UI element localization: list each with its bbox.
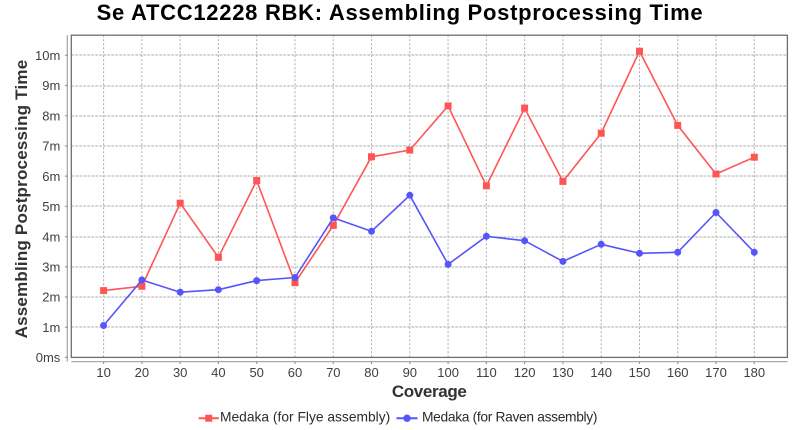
svg-text:70: 70 xyxy=(326,365,340,380)
svg-text:90: 90 xyxy=(403,365,417,380)
svg-text:Medaka (for Flye assembly): Medaka (for Flye assembly) xyxy=(220,410,390,425)
svg-text:0ms: 0ms xyxy=(36,350,61,365)
svg-text:30: 30 xyxy=(173,365,187,380)
svg-text:50: 50 xyxy=(249,365,263,380)
svg-text:100: 100 xyxy=(437,365,459,380)
svg-text:180: 180 xyxy=(743,365,765,380)
svg-text:110: 110 xyxy=(476,365,497,380)
svg-text:10m: 10m xyxy=(35,48,60,63)
svg-text:160: 160 xyxy=(667,365,689,380)
svg-text:130: 130 xyxy=(552,365,574,380)
svg-text:2m: 2m xyxy=(42,290,60,305)
svg-text:120: 120 xyxy=(514,365,536,380)
svg-text:10: 10 xyxy=(96,365,110,380)
svg-text:7m: 7m xyxy=(42,139,60,154)
svg-text:Se ATCC12228 RBK: Assembling P: Se ATCC12228 RBK: Assembling Postprocess… xyxy=(97,0,704,25)
svg-text:5m: 5m xyxy=(42,199,60,214)
svg-text:9m: 9m xyxy=(42,78,60,93)
svg-text:3m: 3m xyxy=(42,260,60,275)
svg-text:20: 20 xyxy=(135,365,149,380)
svg-text:6m: 6m xyxy=(42,169,60,184)
svg-text:40: 40 xyxy=(211,365,225,380)
svg-text:140: 140 xyxy=(590,365,612,380)
svg-text:60: 60 xyxy=(288,365,302,380)
svg-text:80: 80 xyxy=(364,365,378,380)
svg-text:Coverage: Coverage xyxy=(392,382,467,401)
svg-text:Assembling Postprocessing Time: Assembling Postprocessing Time xyxy=(12,60,31,339)
svg-text:170: 170 xyxy=(705,365,727,380)
svg-text:8m: 8m xyxy=(42,108,60,123)
svg-text:Medaka (for Raven assembly): Medaka (for Raven assembly) xyxy=(422,410,597,425)
svg-text:4m: 4m xyxy=(42,229,60,244)
svg-text:150: 150 xyxy=(629,365,651,380)
svg-text:1m: 1m xyxy=(42,320,60,335)
